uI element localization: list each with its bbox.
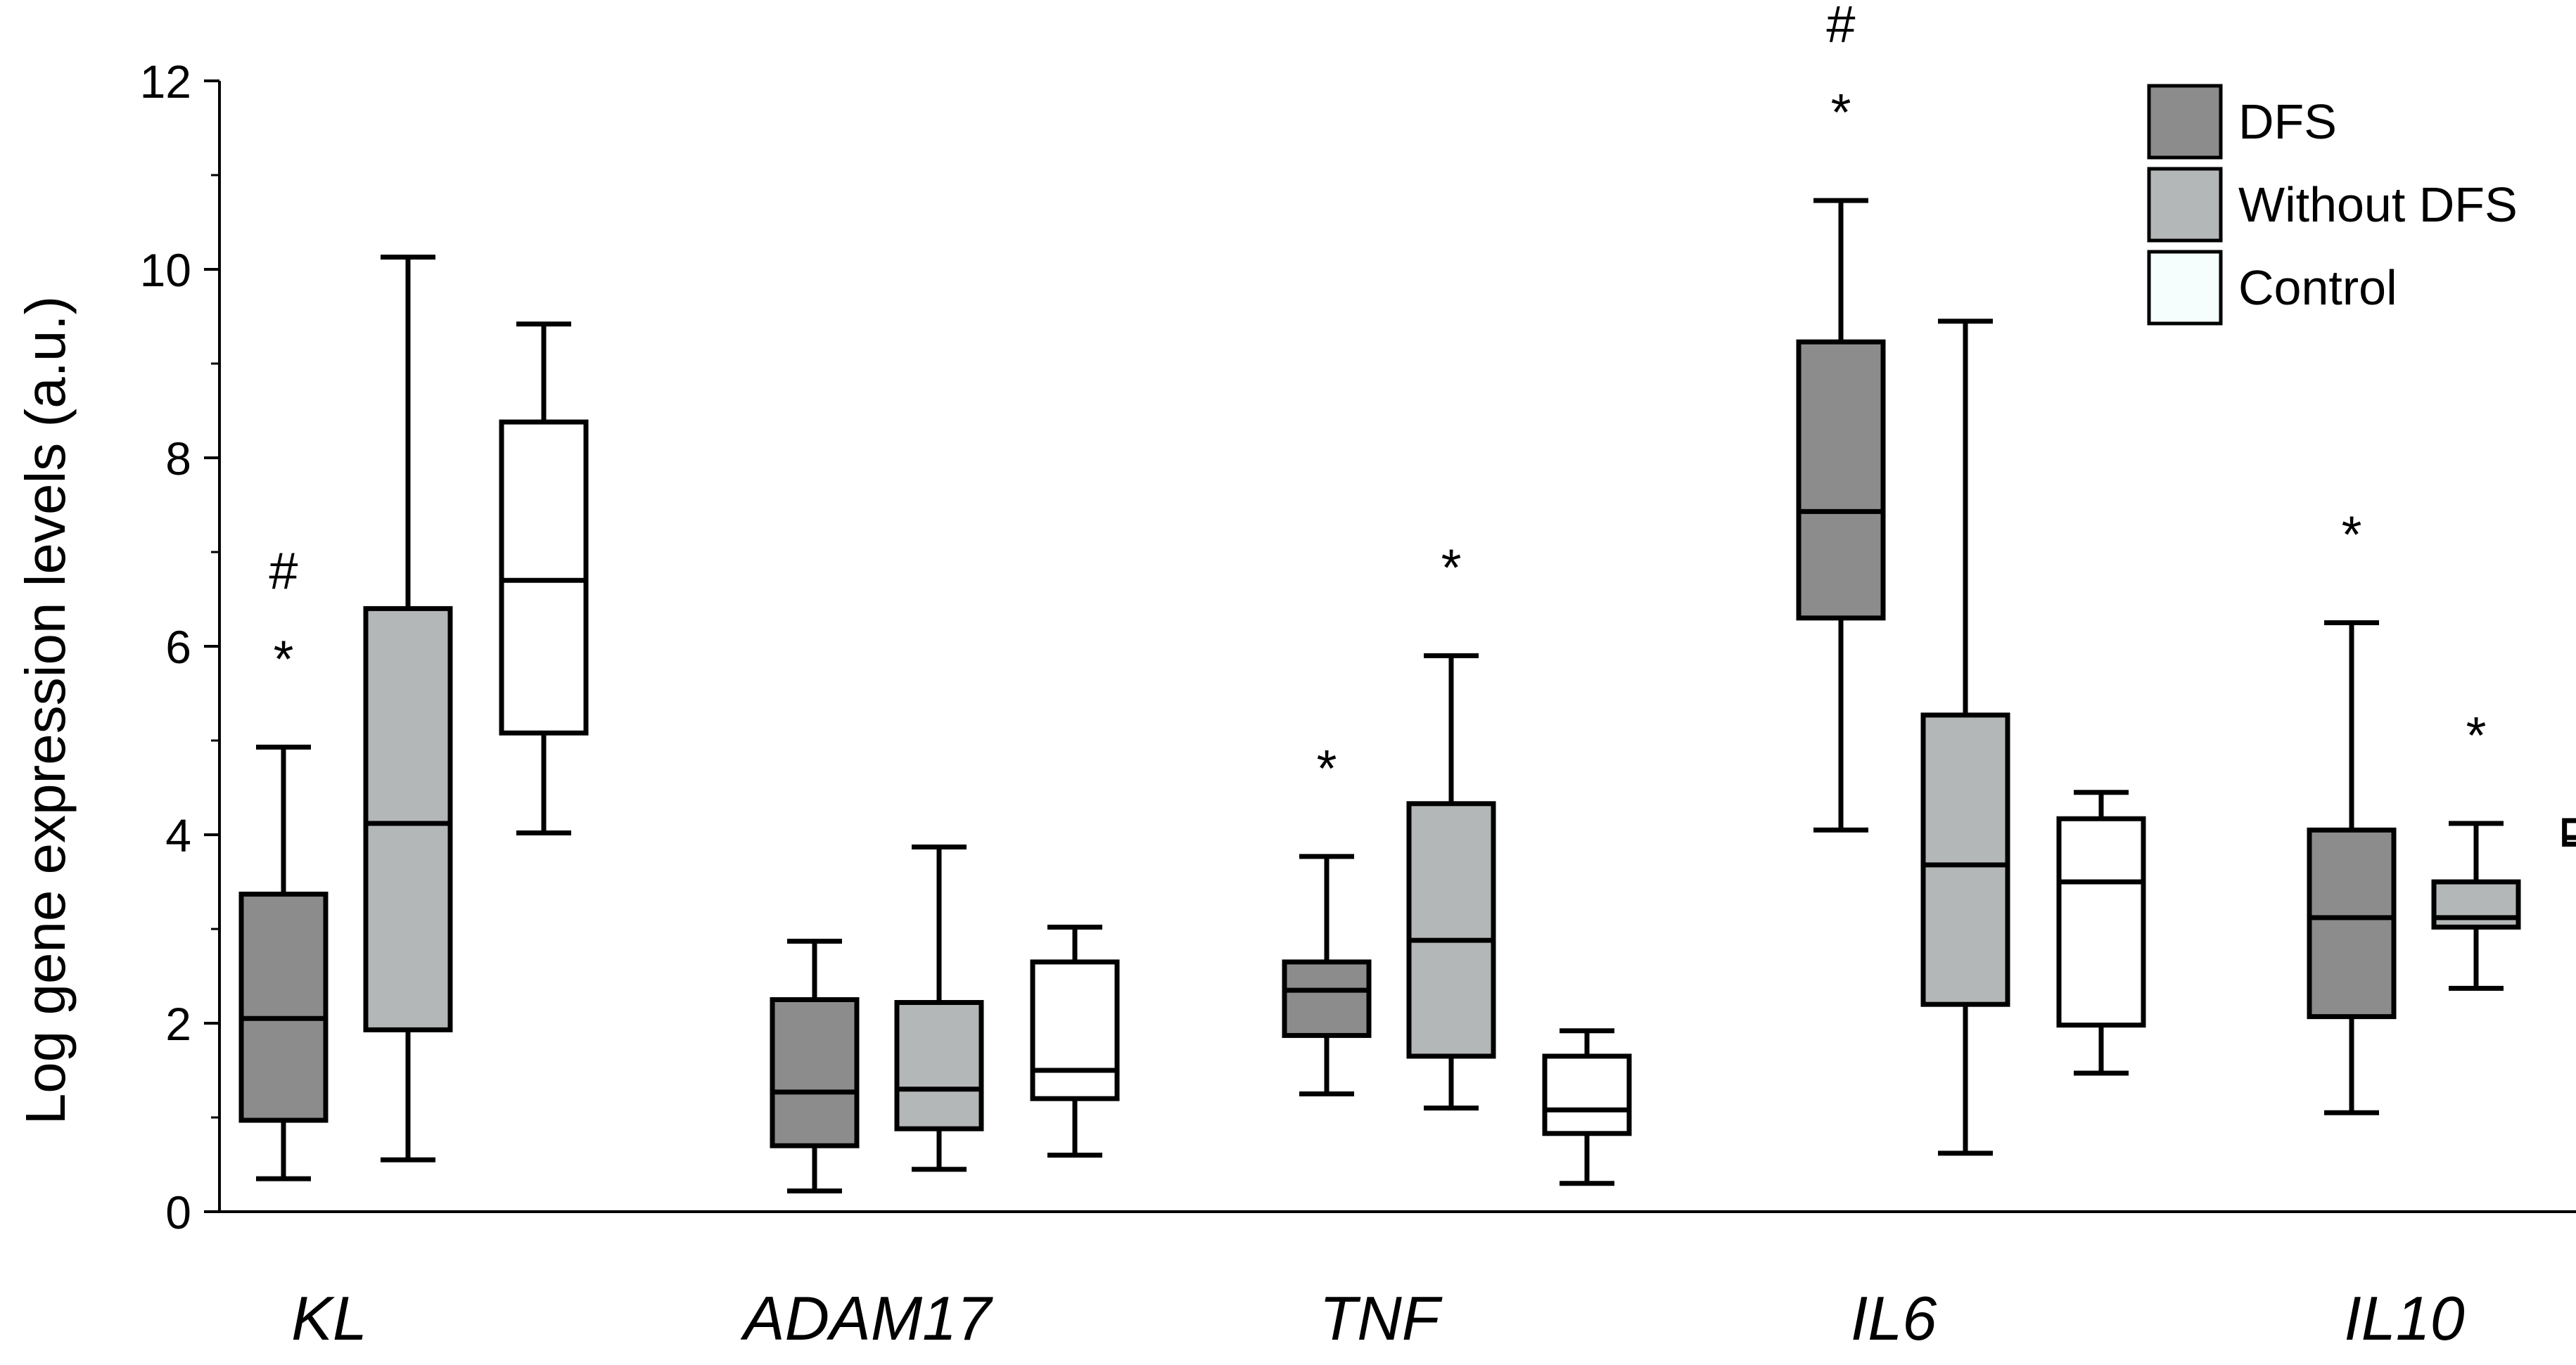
legend-swatch-control: [2147, 250, 2223, 326]
box-control-adam17: [1030, 924, 1120, 1158]
box-dfs-kl: [238, 744, 329, 1181]
category-label-tnf: TNF: [1319, 1283, 1442, 1353]
significance-asterisk: *: [2342, 506, 2362, 564]
box-iqr: [1030, 959, 1120, 1101]
category-label-il10: IL10: [2344, 1283, 2464, 1353]
significance-asterisk: *: [1831, 83, 1851, 141]
y-tick-label: 2: [165, 998, 191, 1050]
category-label-kl: KL: [291, 1283, 367, 1353]
box-control-il10: [2562, 818, 2576, 847]
significance-hash: #: [1826, 0, 1855, 53]
box-iqr: [238, 891, 329, 1123]
significance-asterisk: *: [1317, 739, 1337, 797]
box-iqr: [770, 997, 860, 1148]
box-dfs-il10: [2307, 620, 2397, 1115]
y-axis: 0 2 4 6 8 10 12: [140, 56, 221, 1238]
box-dfs-tnf: [1282, 854, 1372, 1096]
box-without-dfs-adam17: [894, 844, 984, 1172]
category-label-adam17: ADAM17: [740, 1283, 993, 1353]
box-iqr: [1406, 801, 1496, 1059]
box-without-dfs-il10: [2431, 821, 2521, 991]
box-iqr: [499, 419, 589, 736]
box-dfs-il6: [1796, 198, 1886, 833]
y-tick-label: 10: [140, 244, 191, 296]
y-tick-label: 6: [165, 621, 191, 673]
legend: DFS Without DFS Control: [2147, 84, 2518, 326]
category-labels: KL ADAM17 TNF IL6 IL10: [291, 1283, 2465, 1353]
box-without-dfs-il6: [1920, 319, 2010, 1156]
significance-asterisk: *: [2466, 706, 2487, 764]
legend-label-control: Control: [2238, 260, 2397, 315]
significance-marks: * # * * # * * *: [269, 0, 2486, 797]
y-axis-title: Log gene expression levels (a.u.): [14, 296, 77, 1124]
legend-label-dfs: DFS: [2238, 94, 2337, 149]
y-tick-label: 8: [165, 432, 191, 485]
y-tick-label: 0: [165, 1186, 191, 1238]
box-iqr: [1796, 339, 1886, 621]
box-iqr: [363, 605, 453, 1032]
significance-hash: #: [269, 541, 298, 600]
box-without-dfs-kl: [363, 255, 453, 1162]
significance-asterisk: *: [274, 629, 294, 688]
y-tick-label: 4: [165, 809, 191, 861]
box-series-group: [238, 198, 2576, 1194]
box-iqr: [1542, 1053, 1632, 1136]
box-control-kl: [499, 321, 589, 835]
box-iqr: [2056, 816, 2146, 1028]
significance-asterisk: *: [1441, 538, 1462, 596]
box-iqr: [2562, 818, 2576, 847]
box-control-tnf: [1542, 1028, 1632, 1186]
legend-swatch-dfs: [2147, 84, 2223, 160]
box-dfs-adam17: [770, 938, 860, 1194]
legend-swatch-without-dfs: [2147, 167, 2223, 243]
box-iqr: [1282, 959, 1372, 1038]
box-iqr: [894, 1000, 984, 1132]
category-label-il6: IL6: [1851, 1283, 1937, 1353]
box-iqr: [2307, 827, 2397, 1020]
box-without-dfs-tnf: [1406, 653, 1496, 1111]
box-iqr: [1920, 712, 2010, 1007]
box-control-il6: [2056, 790, 2146, 1076]
box-iqr: [2431, 879, 2521, 930]
legend-label-without-dfs: Without DFS: [2238, 177, 2518, 232]
y-tick-label: 12: [140, 56, 191, 108]
